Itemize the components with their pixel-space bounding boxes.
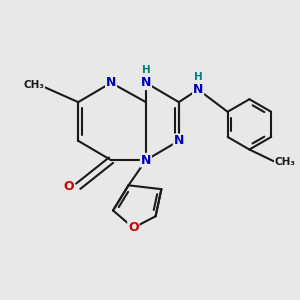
Text: N: N	[174, 134, 184, 147]
Text: N: N	[106, 76, 116, 89]
Text: O: O	[63, 180, 74, 193]
Text: CH₃: CH₃	[275, 157, 296, 167]
Text: N: N	[193, 83, 203, 96]
Text: N: N	[141, 154, 151, 167]
Text: H: H	[142, 65, 150, 75]
Text: N: N	[141, 76, 151, 89]
Text: O: O	[128, 221, 139, 234]
Text: H: H	[194, 72, 203, 82]
Text: CH₃: CH₃	[23, 80, 44, 90]
